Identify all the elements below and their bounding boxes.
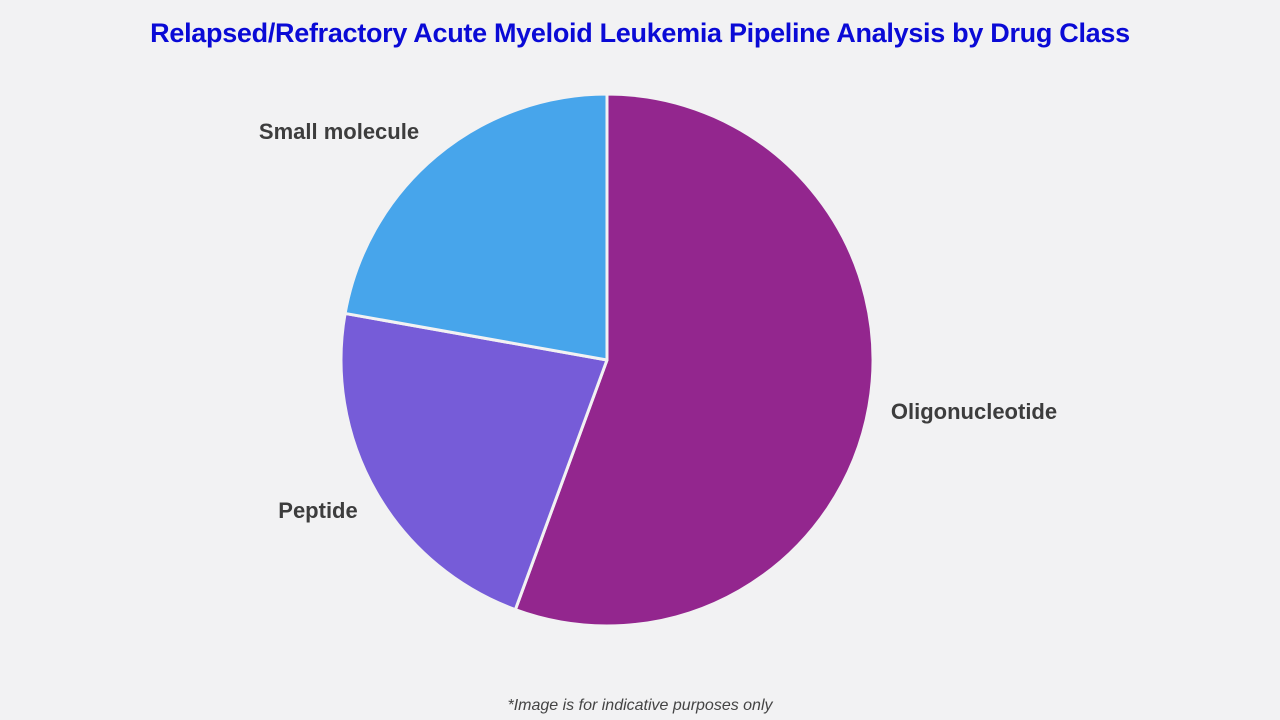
slice-small-molecule [343,92,609,362]
chart-title: Relapsed/Refractory Acute Myeloid Leukem… [150,18,1130,48]
pie-slices [339,92,875,628]
slice-peptide [339,311,609,612]
label-peptide: Peptide [278,498,357,523]
footnote: *Image is for indicative purposes only [507,697,773,714]
label-small-molecule: Small molecule [259,119,419,144]
label-oligonucleotide: Oligonucleotide [891,399,1057,424]
slice-oligonucleotide [513,92,875,628]
